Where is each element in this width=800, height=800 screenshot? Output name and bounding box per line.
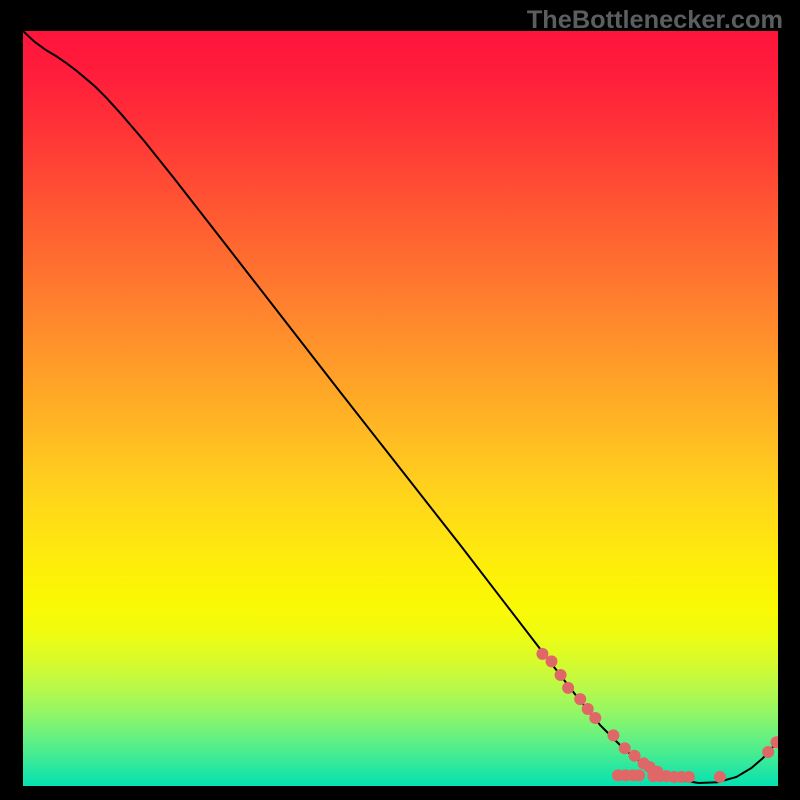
data-marker bbox=[619, 742, 631, 754]
data-marker bbox=[607, 729, 619, 741]
data-marker bbox=[683, 771, 695, 783]
data-marker bbox=[589, 712, 601, 724]
data-marker bbox=[555, 669, 567, 681]
data-marker bbox=[770, 736, 778, 748]
data-marker bbox=[633, 769, 645, 781]
data-marker bbox=[714, 771, 726, 783]
data-marker bbox=[562, 682, 574, 694]
data-marker bbox=[574, 693, 586, 705]
bottleneck-curve bbox=[23, 31, 778, 783]
watermark-text: TheBottlenecker.com bbox=[527, 6, 783, 35]
data-marker bbox=[546, 655, 558, 667]
plot-area bbox=[23, 31, 778, 786]
data-marker bbox=[762, 746, 774, 758]
chart-stage: { "watermark": { "text": "TheBottlenecke… bbox=[0, 0, 800, 800]
curve-layer bbox=[23, 31, 778, 786]
